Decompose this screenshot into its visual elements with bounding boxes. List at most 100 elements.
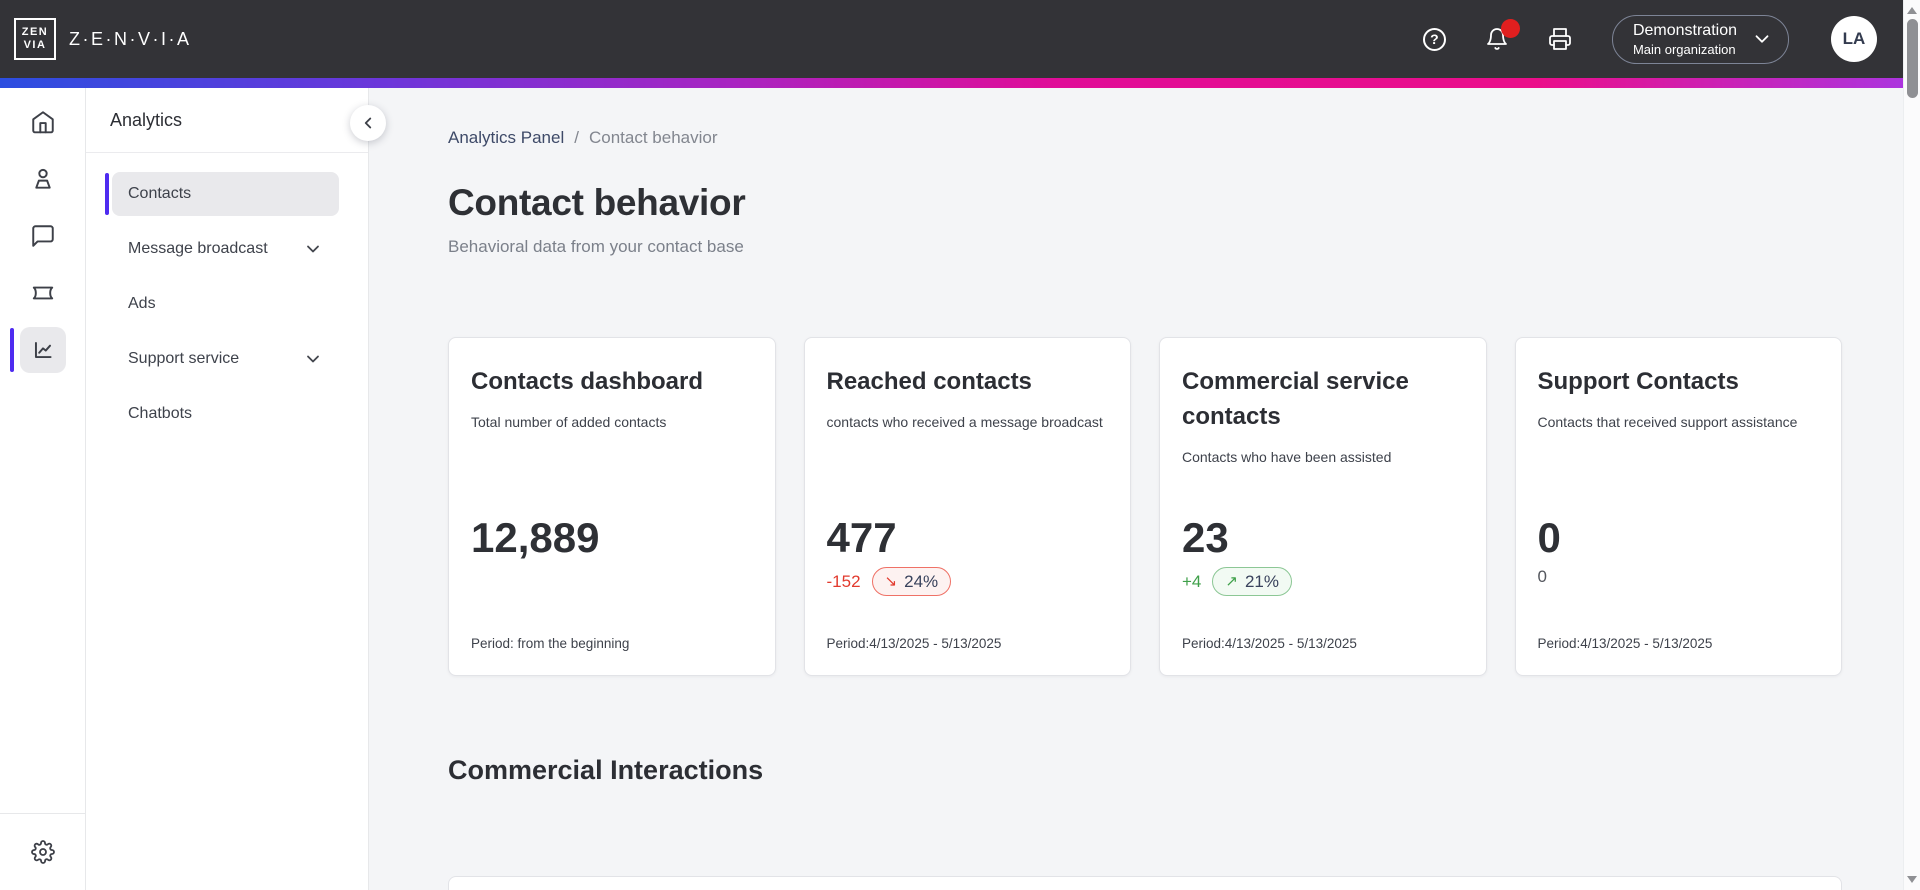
card-period: Period: from the beginning (471, 636, 630, 651)
chevron-down-icon (1755, 35, 1769, 43)
analytics-sidebar: Analytics Contacts Message broadcast Ads… (86, 88, 386, 890)
trend-badge: ↗ 21% (1212, 567, 1292, 596)
chat-bubble-icon (31, 225, 54, 247)
card-trend-row: 0 (1538, 567, 1547, 587)
sidebar-item-label: Support service (128, 350, 240, 367)
sidebar-title: Analytics (86, 88, 368, 153)
avatar-initials: LA (1842, 29, 1866, 48)
sidebar-menu: Contacts Message broadcast Ads Support s… (86, 153, 368, 436)
card-description: contacts who received a message broadcas… (826, 414, 1103, 430)
main-content: Analytics Panel / Contact behavior Conta… (369, 88, 1920, 890)
card-description: Contacts that received support assistanc… (1537, 414, 1798, 430)
chevron-down-icon (303, 239, 323, 259)
rail-item-home[interactable] (20, 99, 66, 145)
card-commercial-service-contacts: Commercial service contacts Contacts who… (1159, 337, 1487, 676)
top-bar-actions: ? Demonstration Main organiza (1421, 14, 1877, 64)
print-button[interactable] (1547, 26, 1574, 53)
scrollbar-thumb[interactable] (1907, 19, 1918, 98)
logo-text-top: ZEN (21, 26, 49, 38)
help-icon: ? (1422, 27, 1446, 51)
rail-bottom (0, 813, 85, 890)
card-description: Contacts who have been assisted (1182, 449, 1392, 465)
commercial-interactions-card (448, 876, 1842, 890)
ticket-icon (32, 286, 53, 300)
chevron-left-icon (364, 117, 372, 129)
card-description: Total number of added contacts (471, 414, 667, 430)
delta-value: +4 (1182, 571, 1202, 591)
scroll-up-arrow[interactable] (1907, 7, 1917, 14)
person-icon (34, 168, 51, 189)
card-period: Period:4/13/2025 - 5/13/2025 (826, 636, 1002, 651)
card-title: Support Contacts (1537, 368, 1739, 395)
sidebar-item-label: Contacts (128, 185, 192, 202)
sidebar-item-label: Chatbots (128, 405, 193, 422)
card-title: Reached contacts (826, 368, 1032, 395)
card-contacts-dashboard: Contacts dashboard Total number of added… (448, 337, 776, 676)
printer-icon (1549, 28, 1572, 50)
zenvia-logo-icon: ZEN VIA (14, 18, 56, 60)
trend-badge: ↘ 24% (871, 567, 952, 596)
sidebar-collapse-button[interactable] (350, 105, 386, 141)
card-trend-row: -152 ↘ 24% (827, 567, 952, 596)
top-bar: ZEN VIA Z·E·N·V·I·A ? (0, 0, 1920, 78)
sidebar-item-contacts[interactable]: Contacts (105, 172, 339, 216)
breadcrumb-analytics-panel[interactable]: Analytics Panel (448, 128, 565, 147)
logo-text-bottom: VIA (23, 39, 47, 51)
chevron-down-icon (303, 349, 323, 369)
home-icon (31, 111, 54, 134)
card-value: 0 (1537, 514, 1561, 561)
sidebar-item-ads[interactable]: Ads (112, 282, 339, 326)
avatar[interactable]: LA (1831, 16, 1877, 62)
trend-up-icon: ↗ (1225, 573, 1238, 590)
section-title-commercial-interactions: Commercial Interactions (448, 755, 764, 785)
sidebar-item-label: Message broadcast (128, 240, 268, 257)
rail-item-analytics[interactable] (9, 327, 66, 373)
icon-rail (0, 88, 86, 890)
rail-item-tickets[interactable] (20, 270, 66, 316)
organization-switcher[interactable]: Demonstration Main organization (1611, 14, 1789, 64)
sidebar-item-message-broadcast[interactable]: Message broadcast (112, 227, 339, 271)
card-support-contacts: Support Contacts Contacts that received … (1514, 337, 1842, 676)
help-button[interactable]: ? (1421, 26, 1448, 53)
organization-subtitle: Main organization (1632, 41, 1736, 57)
rail-item-conversations[interactable] (20, 213, 66, 259)
brand-wordmark: Z·E·N·V·I·A (69, 28, 192, 49)
scroll-down-arrow[interactable] (1907, 876, 1917, 883)
brand: ZEN VIA Z·E·N·V·I·A (14, 18, 191, 60)
card-value: 477 (826, 514, 897, 561)
trend-percent: 24% (904, 571, 939, 591)
sidebar-item-support-service[interactable]: Support service (112, 337, 339, 381)
card-title: Contacts dashboard (471, 368, 704, 395)
brand-gradient-bar (0, 78, 1920, 88)
bell-icon (1487, 28, 1508, 50)
card-value: 12,889 (471, 514, 600, 561)
breadcrumb-current: Contact behavior (588, 128, 718, 147)
sidebar-item-chatbots[interactable]: Chatbots (112, 392, 339, 436)
organization-name: Demonstration (1632, 21, 1737, 39)
card-reached-contacts: Reached contacts contacts who received a… (803, 337, 1131, 676)
card-value: 23 (1182, 514, 1229, 561)
gear-icon (30, 840, 55, 864)
card-title: Commercial service contacts (1182, 368, 1409, 430)
trend-down-icon: ↘ (884, 573, 898, 590)
kpi-cards-row: Contacts dashboard Total number of added… (448, 337, 1842, 676)
card-period: Period:4/13/2025 - 5/13/2025 (1537, 636, 1713, 651)
page-title: Contact behavior (448, 182, 746, 223)
breadcrumb: Analytics Panel / Contact behavior (448, 128, 1842, 148)
notification-badge (1500, 18, 1520, 38)
trend-percent: 21% (1244, 571, 1279, 591)
line-chart-icon (34, 341, 52, 359)
rail-item-contacts[interactable] (20, 156, 66, 202)
delta-value: -152 (826, 571, 861, 591)
organization-text: Demonstration Main organization (1633, 21, 1737, 58)
sidebar-item-label: Ads (128, 295, 156, 312)
rail-item-settings[interactable] (20, 829, 66, 875)
card-period: Period:4/13/2025 - 5/13/2025 (1182, 636, 1357, 651)
delta-value: 0 (1537, 567, 1547, 586)
breadcrumb-separator: / (574, 128, 579, 147)
vertical-scrollbar (1903, 0, 1920, 890)
page-subtitle: Behavioral data from your contact base (448, 237, 744, 256)
notifications-button[interactable] (1484, 18, 1520, 53)
card-trend-row: +4 ↗ 21% (1182, 567, 1292, 596)
